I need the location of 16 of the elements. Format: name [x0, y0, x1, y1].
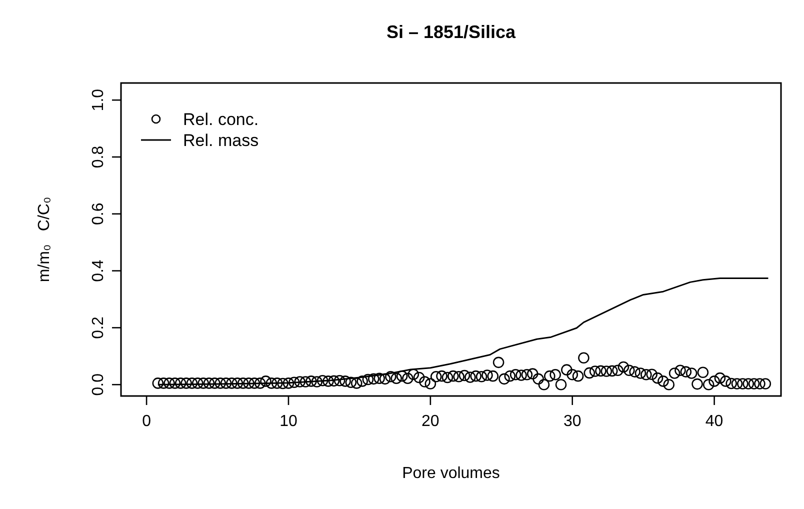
x-tick-label: 40	[705, 413, 724, 430]
x-tick-label: 0	[142, 413, 152, 430]
y-tick-label: 1.0	[90, 88, 107, 112]
x-tick-label: 30	[563, 413, 582, 430]
y-axis-title: m/m₀ C/C₀	[36, 196, 53, 282]
legend-label: Rel. conc.	[183, 110, 259, 129]
y-tick-label: 0.6	[90, 202, 107, 226]
x-tick-label: 10	[280, 413, 298, 430]
x-tick-label: 20	[422, 413, 440, 430]
y-tick-label: 0.8	[90, 146, 107, 168]
chart-title: Si – 1851/Silica	[386, 22, 517, 42]
y-tick-label: 0.0	[90, 373, 107, 396]
y-tick-label: 0.4	[90, 260, 107, 282]
legend-label: Rel. mass	[183, 131, 259, 150]
y-tick-label: 0.2	[90, 316, 107, 339]
x-axis-title: Pore volumes	[402, 465, 500, 482]
